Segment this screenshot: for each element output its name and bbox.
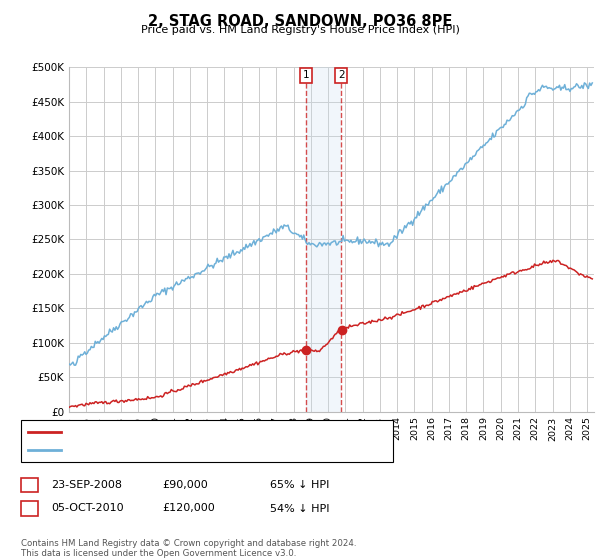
Text: 05-OCT-2010: 05-OCT-2010 xyxy=(51,503,124,514)
Text: 65% ↓ HPI: 65% ↓ HPI xyxy=(270,480,329,490)
Text: 2, STAG ROAD, SANDOWN, PO36 8PE: 2, STAG ROAD, SANDOWN, PO36 8PE xyxy=(148,14,452,29)
Text: 1: 1 xyxy=(303,71,310,81)
Text: Contains HM Land Registry data © Crown copyright and database right 2024.
This d: Contains HM Land Registry data © Crown c… xyxy=(21,539,356,558)
Text: £120,000: £120,000 xyxy=(162,503,215,514)
Text: 1: 1 xyxy=(26,480,33,490)
Text: 2, STAG ROAD, SANDOWN, PO36 8PE (detached house): 2, STAG ROAD, SANDOWN, PO36 8PE (detache… xyxy=(67,427,356,437)
Text: £90,000: £90,000 xyxy=(162,480,208,490)
Text: 2: 2 xyxy=(338,71,344,81)
Text: Price paid vs. HM Land Registry's House Price Index (HPI): Price paid vs. HM Land Registry's House … xyxy=(140,25,460,35)
Text: 23-SEP-2008: 23-SEP-2008 xyxy=(51,480,122,490)
Text: 2: 2 xyxy=(26,503,33,514)
Text: HPI: Average price, detached house, Isle of Wight: HPI: Average price, detached house, Isle… xyxy=(67,445,325,455)
Bar xyxy=(306,67,341,412)
Text: 54% ↓ HPI: 54% ↓ HPI xyxy=(270,503,329,514)
